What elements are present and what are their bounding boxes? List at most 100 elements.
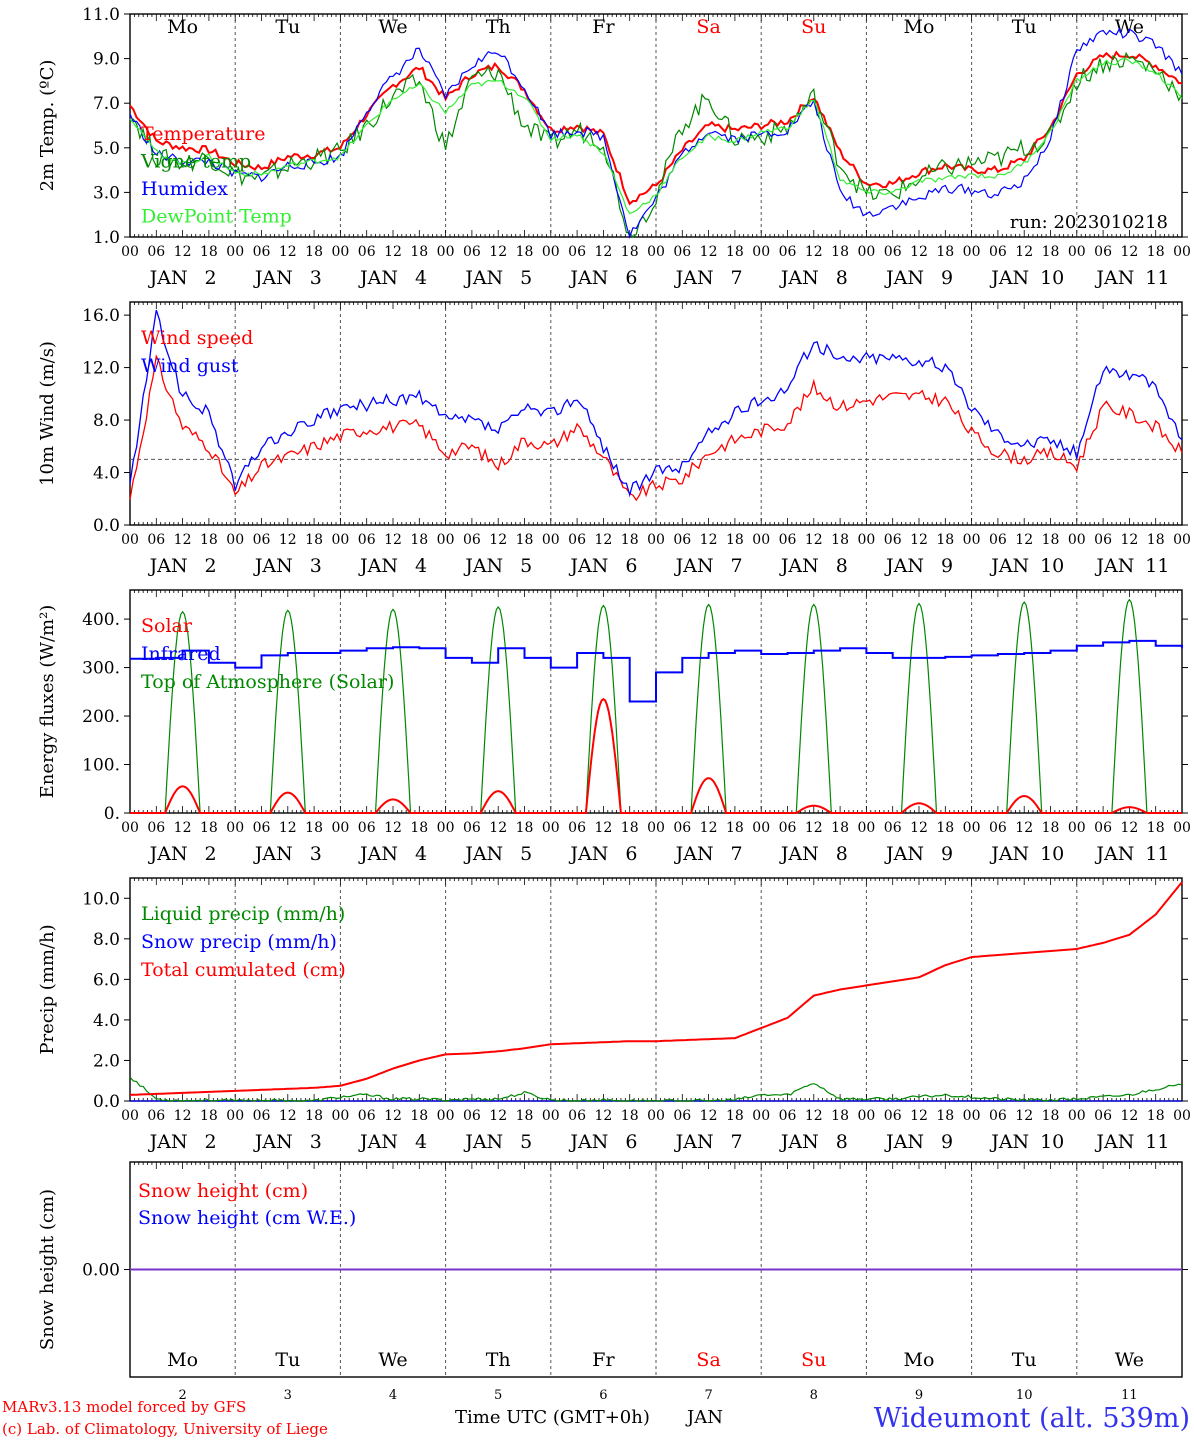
hour-label: 00 xyxy=(963,244,981,260)
run-label: run: 2023010218 xyxy=(1010,212,1168,233)
hour-label: 00 xyxy=(1173,532,1191,548)
y-tick-label: 0. xyxy=(104,804,120,824)
hour-label: 00 xyxy=(647,532,665,548)
hour-label: 18 xyxy=(831,244,849,260)
bottom-day-number: 5 xyxy=(494,1388,502,1403)
hour-label: 06 xyxy=(463,1108,481,1124)
date-month-label: JAN xyxy=(989,1131,1029,1153)
hour-label: 18 xyxy=(831,532,849,548)
date-day-label: 3 xyxy=(310,555,322,577)
weekday-label: We xyxy=(1115,16,1144,38)
hour-label: 00 xyxy=(121,244,139,260)
date-month-label: JAN xyxy=(463,267,503,289)
hour-label: 00 xyxy=(752,244,770,260)
date-day-label: 7 xyxy=(731,1131,743,1153)
weekday-label: Th xyxy=(486,1349,511,1371)
hour-label: 12 xyxy=(279,244,297,260)
date-day-label: 11 xyxy=(1145,843,1169,865)
hour-label: 12 xyxy=(384,244,402,260)
date-month-label: JAN xyxy=(884,267,924,289)
hour-label: 12 xyxy=(1120,244,1138,260)
date-day-label: 6 xyxy=(625,843,637,865)
weekday-label: Tu xyxy=(275,16,300,38)
date-month-label: JAN xyxy=(358,555,398,577)
hour-label: 00 xyxy=(121,532,139,548)
date-day-label: 9 xyxy=(941,843,953,865)
hour-label: 18 xyxy=(516,244,534,260)
hour-label: 00 xyxy=(857,532,875,548)
weekday-label: Sa xyxy=(696,1349,720,1371)
hour-label: 00 xyxy=(857,1108,875,1124)
date-day-label: 10 xyxy=(1040,555,1064,577)
y-tick-label: 4.0 xyxy=(93,1011,120,1031)
hour-label: 06 xyxy=(253,1108,271,1124)
hour-label: 12 xyxy=(700,244,718,260)
y-axis-label: Energy fluxes (W/m²) xyxy=(37,605,58,799)
date-day-label: 10 xyxy=(1040,843,1064,865)
hour-label: 06 xyxy=(463,532,481,548)
legend-entry: Wind speed xyxy=(141,327,253,349)
bottom-day-number: 4 xyxy=(389,1388,397,1403)
hour-label: 12 xyxy=(1015,820,1033,836)
hour-label: 18 xyxy=(726,244,744,260)
date-month-label: JAN xyxy=(1094,555,1134,577)
date-month-label: JAN xyxy=(779,1131,819,1153)
hour-label: 00 xyxy=(647,244,665,260)
y-axis-label: Precip (mm/h) xyxy=(37,924,58,1054)
legend-entry: Top of Atmosphere (Solar) xyxy=(141,671,394,693)
date-day-label: 6 xyxy=(625,267,637,289)
hour-label: 00 xyxy=(752,820,770,836)
bottom-day-number: 7 xyxy=(704,1388,712,1403)
hour-label: 18 xyxy=(200,244,218,260)
date-day-label: 5 xyxy=(520,1131,532,1153)
hour-label: 12 xyxy=(1015,532,1033,548)
date-month-label: JAN xyxy=(674,267,714,289)
legend-entry: Humidex xyxy=(141,178,228,200)
hour-label: 00 xyxy=(1068,244,1086,260)
hour-label: 00 xyxy=(647,1108,665,1124)
hour-label: 06 xyxy=(1094,244,1112,260)
date-month-label: JAN xyxy=(253,843,293,865)
y-axis-label: 2m Temp. (ºC) xyxy=(37,60,58,192)
panel-1: 1.0 3.0 5.0 7.0 9.0 11.0 Mo Tu We Th Fr Sa Su Mo Tu We T… xyxy=(37,5,1191,289)
legend-entry: Snow height (cm W.E.) xyxy=(138,1207,356,1229)
hour-label: 18 xyxy=(726,532,744,548)
hour-label: 00 xyxy=(226,1108,244,1124)
date-month-label: JAN xyxy=(779,843,819,865)
date-day-label: 8 xyxy=(836,555,848,577)
hour-label: 12 xyxy=(700,820,718,836)
hour-label: 06 xyxy=(779,244,797,260)
legend-entry: Total cumulated (cm) xyxy=(141,959,346,981)
hour-label: 12 xyxy=(594,244,612,260)
bottom-day-number: 11 xyxy=(1121,1388,1138,1403)
hour-label: 00 xyxy=(752,1108,770,1124)
date-month-label: JAN xyxy=(148,843,188,865)
y-tick-label: 300. xyxy=(82,659,120,679)
hour-label: 12 xyxy=(1120,532,1138,548)
date-day-label: 11 xyxy=(1145,267,1169,289)
hour-label: 12 xyxy=(1120,1108,1138,1124)
legend-entry: Liquid precip (mm/h) xyxy=(141,903,345,925)
weekday-label: We xyxy=(1115,1349,1144,1371)
hour-label: 06 xyxy=(568,1108,586,1124)
y-tick-label: 0.00 xyxy=(82,1261,120,1281)
weekday-label: Tu xyxy=(275,1349,300,1371)
series-line xyxy=(129,1076,1183,1102)
hour-label: 18 xyxy=(305,532,323,548)
y-tick-label: 11.0 xyxy=(82,5,120,25)
hour-label: 00 xyxy=(437,532,455,548)
hour-label: 06 xyxy=(673,244,691,260)
hour-label: 18 xyxy=(1042,1108,1060,1124)
y-tick-label: 7.0 xyxy=(93,94,120,114)
hour-label: 06 xyxy=(147,1108,165,1124)
weekday-label: Th xyxy=(486,16,511,38)
date-month-label: JAN xyxy=(148,555,188,577)
hour-label: 06 xyxy=(673,532,691,548)
hour-label: 18 xyxy=(726,820,744,836)
y-tick-label: 8.0 xyxy=(93,411,120,431)
hour-label: 06 xyxy=(989,244,1007,260)
hour-label: 12 xyxy=(279,1108,297,1124)
date-day-label: 11 xyxy=(1145,555,1169,577)
hour-label: 12 xyxy=(174,532,192,548)
